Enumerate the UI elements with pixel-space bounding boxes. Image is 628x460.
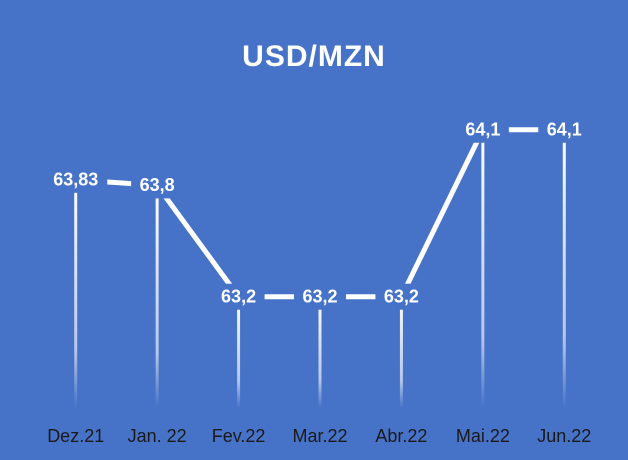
x-tick-label: Mar.22 [292, 426, 347, 446]
data-label: 63,83 [53, 170, 98, 190]
label-background [456, 116, 509, 143]
x-tick-label: Fev.22 [212, 426, 266, 446]
drop-line [399, 296, 403, 408]
x-tick-label: Mai.22 [456, 426, 510, 446]
label-background [294, 283, 346, 310]
drop-line [481, 129, 485, 408]
drop-line [237, 296, 241, 408]
drop-line [318, 296, 322, 408]
label-background [44, 166, 108, 193]
x-tick-label: Dez.21 [47, 426, 104, 446]
drop-line [155, 185, 159, 408]
drop-line [562, 129, 566, 408]
data-label: 63,2 [302, 286, 337, 306]
data-label: 64,1 [547, 120, 582, 140]
data-label: 63,2 [221, 286, 256, 306]
x-tick-label: Jun.22 [537, 426, 591, 446]
data-label: 64,1 [465, 120, 500, 140]
label-background [212, 283, 265, 310]
data-label: 63,2 [384, 286, 419, 306]
x-tick-label: Abr.22 [375, 426, 427, 446]
data-label: 63,8 [140, 175, 175, 195]
chart-title: USD/MZN [242, 40, 386, 73]
label-background [375, 283, 428, 310]
x-tick-label: Jan. 22 [128, 426, 187, 446]
drop-line [74, 179, 78, 408]
label-background [131, 172, 184, 199]
label-background [538, 116, 591, 143]
